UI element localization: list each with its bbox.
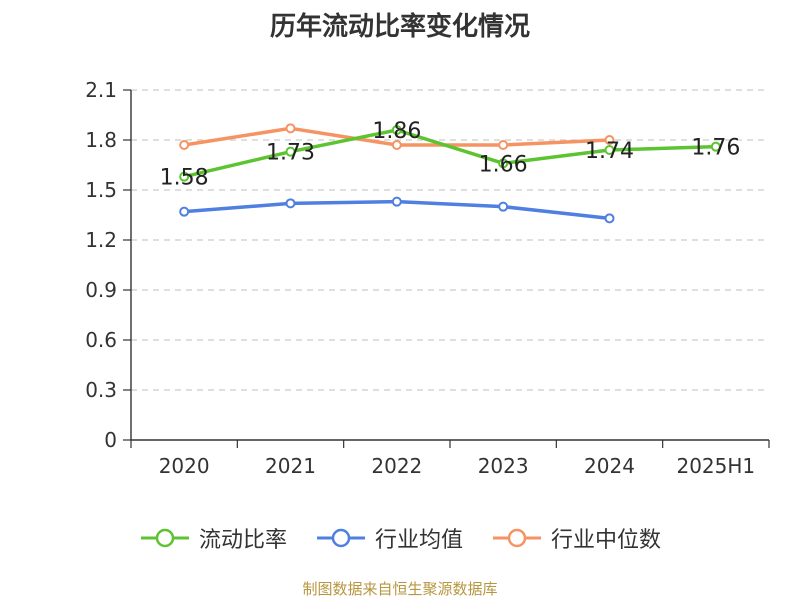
data-point: [285, 198, 296, 209]
data-label: 1.76: [691, 136, 740, 161]
data-point: [710, 141, 721, 152]
legend-label: 流动比率: [198, 528, 287, 553]
series-line: [183, 128, 716, 179]
legend-marker-icon: [493, 528, 541, 548]
y-tick-label: 1.8: [85, 128, 117, 152]
legend-label: 行业均值: [374, 528, 463, 553]
data-label: 1.66: [479, 152, 528, 177]
x-tick-label: 2025H1: [676, 454, 755, 478]
data-point: [391, 125, 402, 135]
data-point: [498, 158, 509, 169]
data-point: [498, 201, 509, 212]
x-tick-label: 2023: [478, 454, 529, 478]
y-tick-label: 0.3: [85, 378, 117, 402]
data-point: [604, 213, 615, 224]
legend-item-industry-median[interactable]: 行业中位数: [491, 522, 661, 554]
y-tick-label: 0: [104, 428, 117, 452]
data-source-note: 制图数据来自恒生聚源数据库: [302, 580, 498, 598]
data-point: [604, 135, 615, 145]
data-label: 1.74: [585, 139, 634, 164]
data-point: [285, 123, 296, 134]
y-tick-label: 1.5: [85, 178, 117, 202]
data-point: [179, 206, 190, 217]
legend-marker-icon: [140, 528, 189, 548]
data-point: [179, 171, 190, 182]
data-point: [391, 196, 402, 207]
chart-title: 历年流动比率变化情况: [269, 12, 530, 42]
x-tick-label: 2020: [159, 454, 210, 478]
data-labels: 1.58 1.73 1.86 1.66 1.74 1.76: [160, 119, 741, 191]
y-tick-label: 2.1: [85, 78, 117, 102]
y-tick-label: 1.2: [85, 228, 117, 252]
legend-label: 行业中位数: [551, 528, 662, 553]
data-label: 1.86: [372, 119, 421, 144]
x-tick-label: 2022: [371, 454, 422, 478]
series-lines: [179, 123, 721, 224]
x-tick-label: 2024: [584, 454, 635, 478]
axes: 0 0.3 0.6 0.9 1.2 1.5 1.8 2.1 2020 2021 2022 2023 20…: [85, 78, 770, 478]
legend: 流动比率 行业均值 行业中位数: [0, 518, 800, 558]
data-label: 1.58: [160, 166, 209, 191]
x-tick-label: 2021: [265, 454, 316, 478]
y-tick-label: 0.6: [85, 328, 117, 352]
grid-lines: [131, 89, 769, 391]
legend-marker-icon: [316, 528, 365, 548]
legend-item-industry-average[interactable]: 行业均值: [315, 522, 463, 554]
y-tick-label: 0.9: [85, 278, 117, 302]
legend-item-current-ratio[interactable]: 流动比率: [139, 522, 287, 554]
data-point: [498, 140, 509, 150]
data-point: [604, 145, 615, 155]
data-point: [285, 146, 296, 157]
data-point: [391, 140, 402, 150]
data-point: [179, 140, 190, 150]
data-label: 1.73: [266, 141, 315, 166]
